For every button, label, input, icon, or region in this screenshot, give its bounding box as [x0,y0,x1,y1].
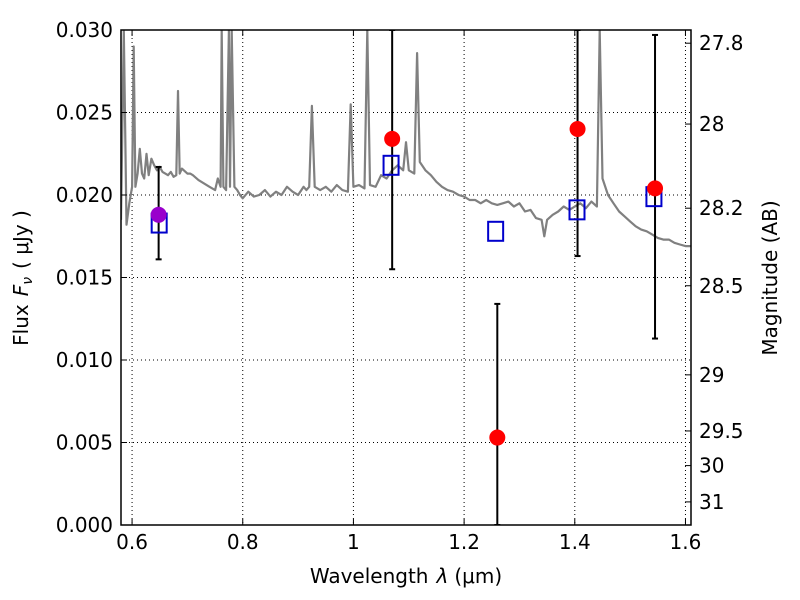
synthetic-point [487,220,505,242]
observed-point [489,429,506,446]
observed-point [384,130,401,147]
x-axis-label-unit: (μm) [454,564,502,588]
x-tick-label: 1 [347,530,360,554]
y2-axis-label: Magnitude (AB) [758,200,782,355]
y2-tick-label: 28.5 [699,274,744,298]
y-axis-label-symbol: F [9,284,33,296]
x-axis-label-symbol: λ [436,564,449,588]
observed-photometry [150,121,664,446]
x-axis-ticks: 0.6 0.8 1 1.2 1.4 1.6 [116,30,701,554]
y2-tick-label: 29.5 [699,419,744,443]
x-axis-label-prefix: Wavelength [310,564,429,588]
model-spectrum-line [121,30,691,248]
y-axis-label: Flux Fν ( μJy ) [9,210,36,346]
x-axis-label: Wavelength λ (μm) [310,564,502,588]
y-tick-label: 0.030 [56,18,113,42]
y2-tick-label: 30 [699,454,724,478]
x-tick-label: 0.8 [227,530,259,554]
x-tick-label: 1.6 [670,530,702,554]
x-tick-label: 1.4 [559,530,591,554]
y2-tick-label: 28 [699,112,724,136]
y-axis-label-subscript: ν [20,277,36,285]
y-axis-label-unit: ( μJy ) [9,210,33,269]
y-axis-ticks: 0.000 0.005 0.010 0.015 0.020 0.025 0.030 [56,18,127,537]
y2-tick-label: 29 [699,363,724,387]
y-tick-label: 0.010 [56,348,113,372]
y2-axis-ticks: 27.8 28 28.2 28.5 29 29.5 30 31 [685,31,744,514]
x-tick-label: 1.2 [448,530,480,554]
y-tick-label: 0.000 [56,513,113,537]
synthetic-point [382,154,400,176]
y2-tick-label: 27.8 [699,31,744,55]
y2-tick-label: 31 [699,490,724,514]
x-tick-label: 0.6 [116,530,148,554]
observed-point [647,180,664,197]
y2-tick-label: 28.2 [699,196,744,220]
model-spectrum [121,30,691,248]
observed-point [150,206,167,223]
y-tick-label: 0.005 [56,431,113,455]
y-tick-label: 0.025 [56,101,113,125]
y-tick-label: 0.020 [56,183,113,207]
observed-point [569,121,586,137]
synthetic-point [568,199,586,221]
y-axis-label-prefix: Flux [9,304,33,346]
y-tick-label: 0.015 [56,266,113,290]
